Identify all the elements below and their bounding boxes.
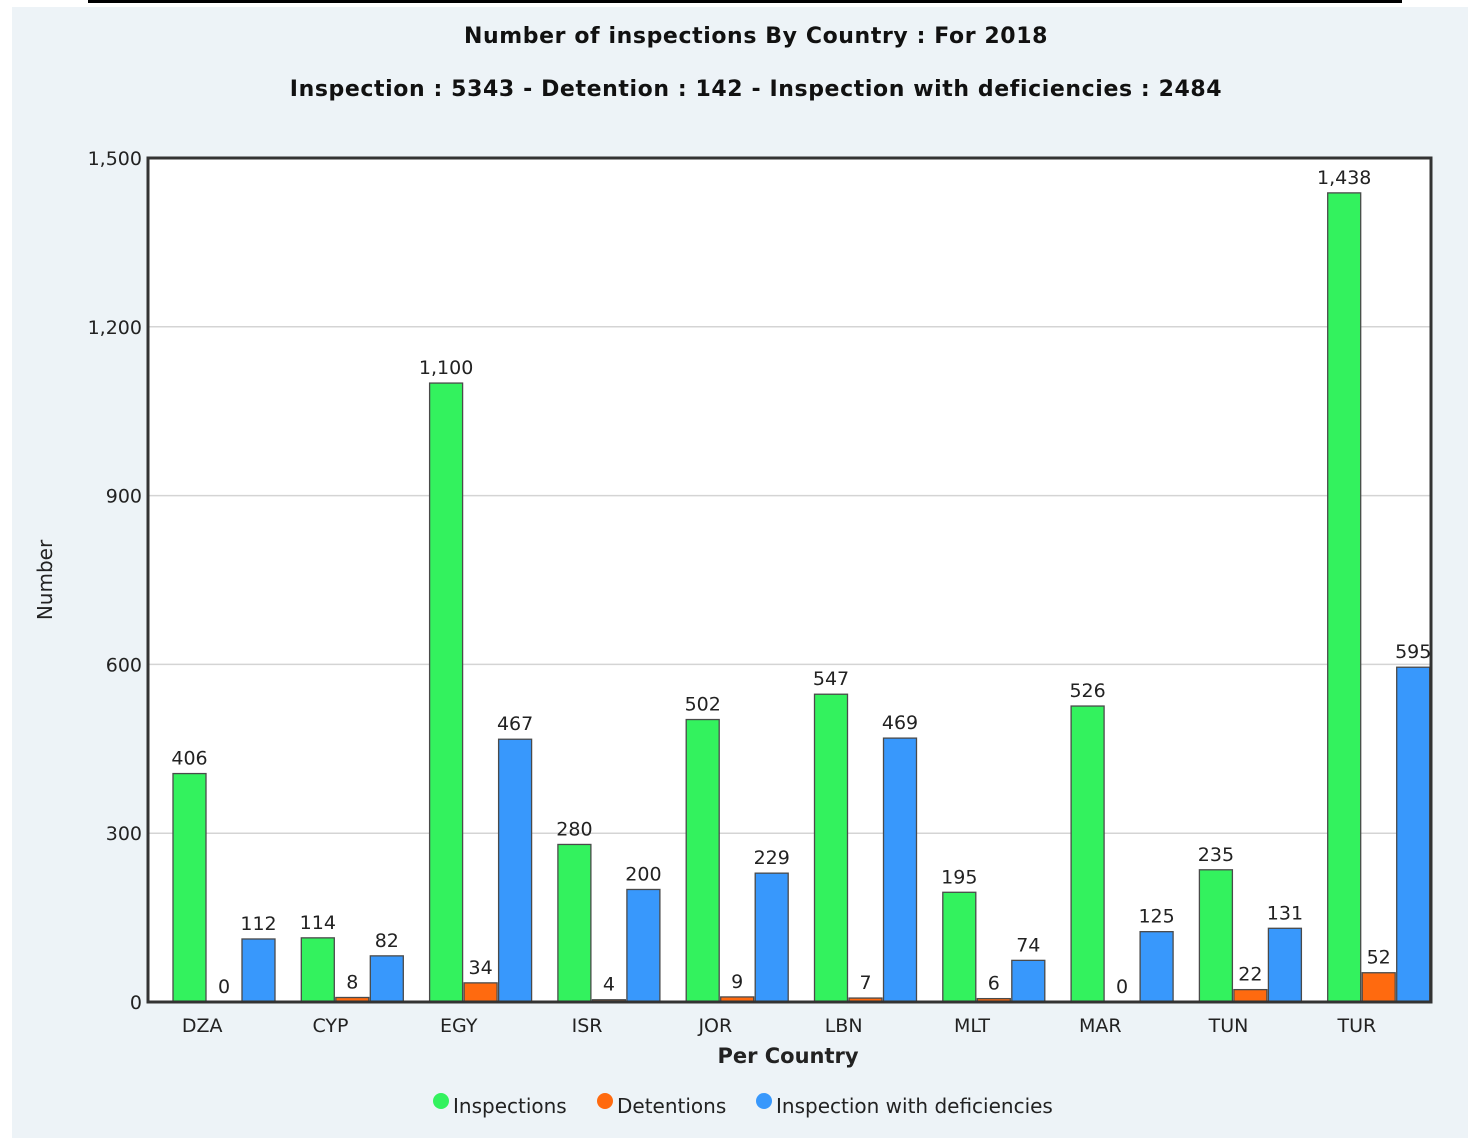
data-label: 280 [556, 818, 592, 840]
plot-area [148, 158, 1431, 1002]
data-label: 4 [603, 974, 615, 996]
data-label: 229 [754, 847, 790, 869]
bar-inspections [557, 843, 592, 1003]
bar-inspection-with-deficiencies [1267, 927, 1303, 1003]
legend-marker [756, 1093, 772, 1109]
bar-inspections [685, 718, 720, 1003]
x-tick-label: ISR [572, 1015, 603, 1037]
y-tick-label: 900 [106, 486, 142, 508]
data-label: 502 [685, 694, 721, 716]
y-tick-label: 0 [130, 992, 142, 1014]
bar-inspection-with-deficiencies [1396, 666, 1431, 1003]
data-label: 74 [1016, 934, 1040, 956]
data-label: 34 [469, 957, 493, 979]
data-label: 200 [625, 863, 661, 885]
bar-inspection-with-deficiencies [241, 938, 276, 1003]
bar-inspections [428, 382, 464, 1003]
y-tick-label: 1,200 [88, 317, 142, 339]
y-tick-label: 1,500 [88, 148, 142, 170]
data-label: 595 [1395, 641, 1431, 663]
bar-inspection-with-deficiencies [1011, 959, 1046, 1003]
data-label: 1,100 [419, 357, 473, 379]
legend-label: Inspection with deficiencies [776, 1094, 1053, 1118]
chart-title: Number of inspections By Country : For 2… [463, 24, 1049, 49]
data-label: 114 [300, 912, 336, 934]
x-tick-label: JOR [697, 1015, 732, 1037]
data-label: 52 [1367, 947, 1391, 969]
data-label: 22 [1238, 964, 1262, 986]
bar-inspection-with-deficiencies [497, 738, 533, 1003]
legend-marker [597, 1093, 613, 1109]
bar-inspections [1070, 705, 1105, 1003]
bar-inspections [300, 937, 335, 1003]
data-label: 8 [346, 971, 358, 993]
chart-subtitle: Inspection : 5343 - Detention : 142 - In… [289, 77, 1223, 102]
bar-detentions [463, 982, 498, 1003]
bar-detentions [1233, 988, 1268, 1003]
bar-inspections [172, 772, 207, 1003]
y-tick-label: 600 [106, 654, 142, 676]
bar-detentions [1361, 972, 1396, 1003]
bar-inspection-with-deficiencies [754, 872, 789, 1003]
x-tick-label: MLT [954, 1015, 990, 1037]
bar-inspection-with-deficiencies [1139, 931, 1174, 1003]
plot-border [146, 156, 1433, 1004]
bar-inspection-with-deficiencies [369, 955, 404, 1003]
data-label: 195 [941, 866, 977, 888]
y-axis-title: Number [33, 539, 57, 620]
top-rule [88, 0, 1402, 3]
x-tick-label: EGY [440, 1015, 478, 1037]
data-label: 125 [1138, 906, 1174, 928]
data-label: 9 [731, 971, 743, 993]
x-tick-label: LBN [825, 1015, 863, 1037]
bar-inspections [813, 693, 849, 1003]
data-label: 235 [1198, 844, 1234, 866]
bar-inspections [1327, 192, 1362, 1003]
data-label: 82 [375, 930, 399, 952]
x-tick-label: MAR [1079, 1015, 1122, 1037]
bar-inspection-with-deficiencies [626, 888, 661, 1003]
data-label: 131 [1267, 902, 1303, 924]
legend-label: Detentions [617, 1094, 726, 1118]
data-label: 7 [859, 972, 871, 994]
bar-inspections [942, 891, 977, 1003]
data-label: 1,438 [1317, 167, 1371, 189]
legend-marker [433, 1093, 449, 1109]
x-tick-label: DZA [182, 1015, 223, 1037]
y-tick-label: 300 [106, 823, 142, 845]
data-label: 469 [882, 712, 918, 734]
data-label: 406 [171, 748, 207, 770]
legend-label: Inspections [453, 1094, 567, 1118]
x-axis-title: Per Country [717, 1044, 858, 1068]
x-tick-label: CYP [312, 1015, 348, 1037]
data-label: 0 [1116, 976, 1128, 998]
data-label: 467 [497, 713, 533, 735]
x-tick-label: TUN [1208, 1015, 1249, 1037]
x-tick-label: TUR [1336, 1015, 1376, 1037]
bar-inspections [1198, 869, 1234, 1003]
data-label: 6 [988, 973, 1000, 995]
data-label: 526 [1069, 680, 1105, 702]
bar-inspection-with-deficiencies [882, 737, 918, 1003]
data-label: 547 [813, 668, 849, 690]
data-label: 112 [240, 913, 276, 935]
data-label: 0 [218, 976, 230, 998]
